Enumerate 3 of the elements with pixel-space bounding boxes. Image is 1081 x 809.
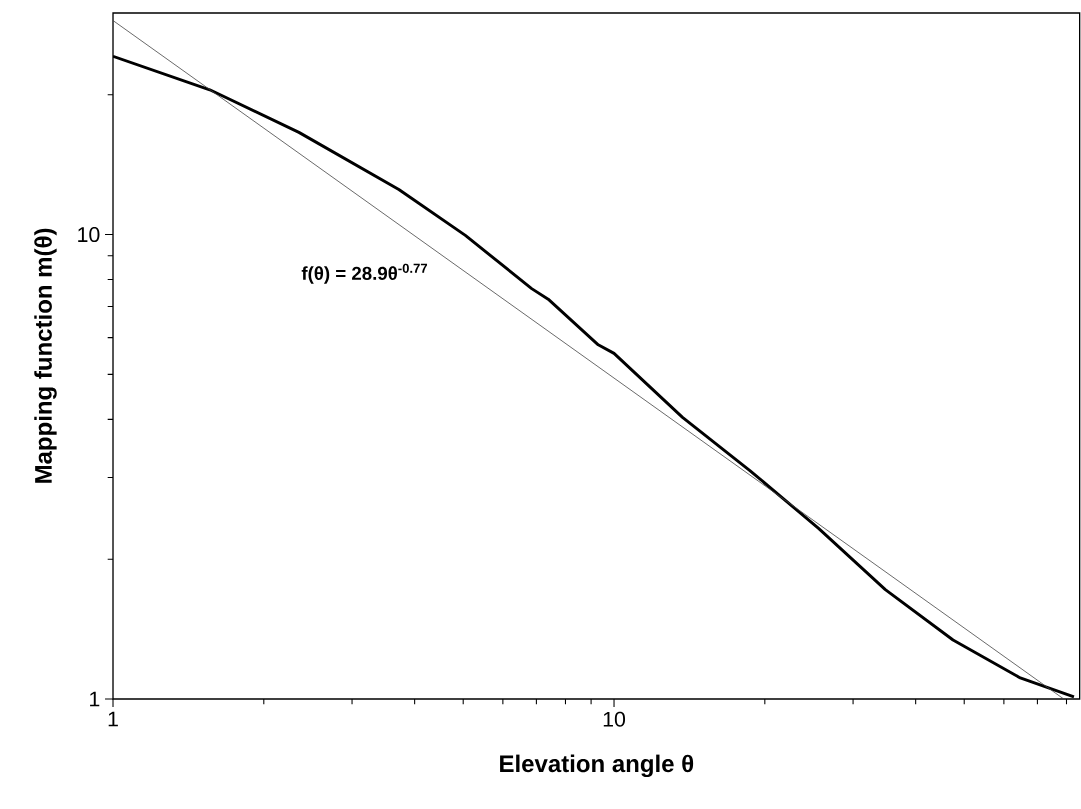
y-axis-title: Mapping function m(θ)	[34, 228, 57, 483]
x-axis-title: Elevation angle θ	[500, 754, 694, 778]
annotation: f(θ) = 28.9θ$^{-0.77}$	[301, 263, 428, 284]
